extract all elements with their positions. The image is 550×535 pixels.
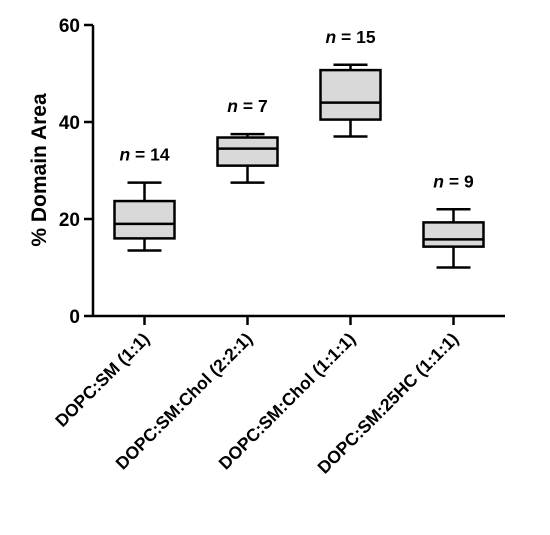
n-label: n = 14 <box>119 145 169 165</box>
y-tick-label: 60 <box>59 16 80 37</box>
box-1: n = 14 <box>113 145 176 252</box>
y-axis: 0 20 40 60 <box>59 16 95 328</box>
iqr-box <box>422 221 485 248</box>
n-label: n = 9 <box>433 171 474 191</box>
y-tick-label: 20 <box>59 210 80 231</box>
box-4: n = 9 <box>422 171 485 269</box>
x-tick-label: DOPC:SM (1:1) <box>51 329 153 431</box>
y-tick-label: 40 <box>59 113 80 134</box>
box-2: n = 7 <box>216 96 279 184</box>
n-label: n = 7 <box>227 96 267 116</box>
iqr-box <box>319 68 382 121</box>
boxes: n = 14 n = 7 n = 15 n = 9 <box>113 27 485 269</box>
y-axis-title: % Domain Area <box>28 93 51 247</box>
iqr-box <box>216 136 279 167</box>
box-3: n = 15 <box>319 27 382 138</box>
x-axis: DOPC:SM (1:1)DOPC:SM:Chol (2:2:1)DOPC:SM… <box>51 314 505 478</box>
iqr-box <box>113 199 176 240</box>
n-label: n = 15 <box>325 27 375 47</box>
y-tick-label: 0 <box>69 307 80 328</box>
